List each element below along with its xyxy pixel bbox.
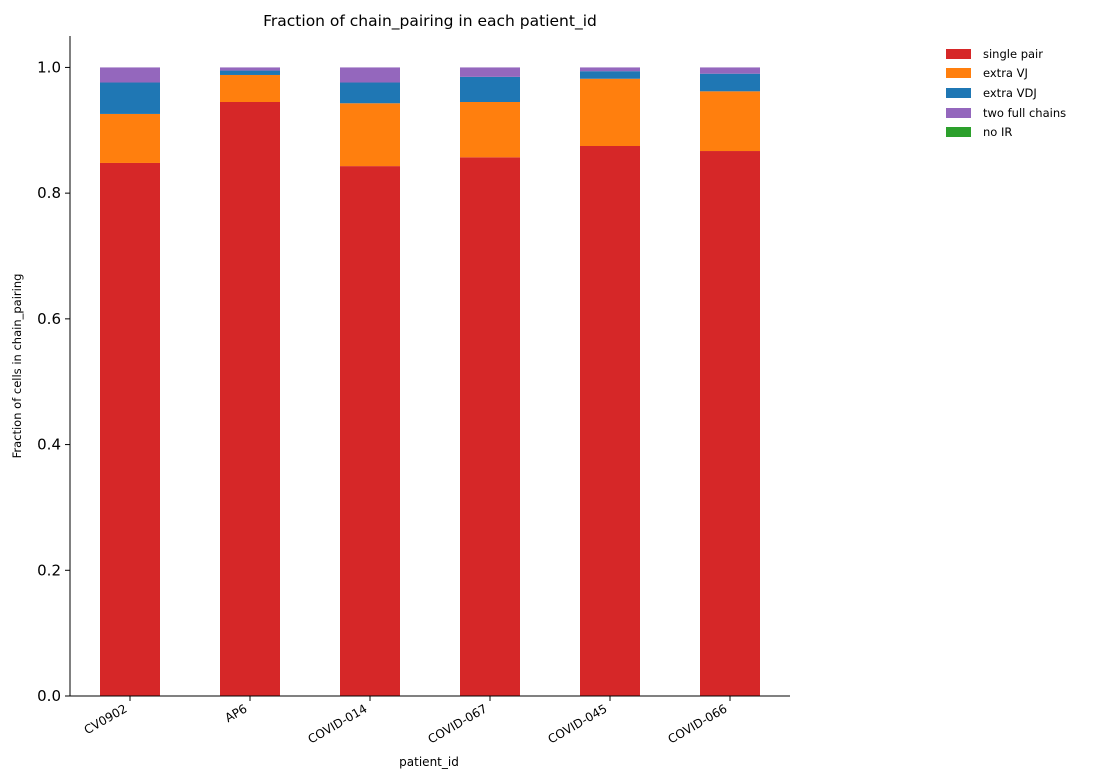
bar-extra-VDJ-AP6	[220, 70, 280, 75]
bar-single-pair-AP6	[220, 102, 280, 696]
legend-swatch	[946, 48, 971, 59]
bar-extra-VDJ-COVID-014	[340, 82, 400, 104]
bar-two-full-chains-CV0902	[100, 67, 160, 83]
bar-single-pair-COVID-045	[580, 146, 640, 696]
bar-extra-VJ-CV0902	[100, 113, 160, 163]
bar-extra-VJ-COVID-045	[580, 78, 640, 146]
x-ticks: CV0902 AP6 COVID-014 COVID-067 COVID-045 COVI…	[82, 696, 731, 747]
legend-item: single pair	[946, 44, 1066, 64]
chart-legend: single pair extra VJ extra VDJ two full cha…	[946, 44, 1066, 142]
bar-single-pair-COVID-067	[460, 157, 520, 697]
bar-extra-VDJ-COVID-067	[460, 76, 520, 102]
bar-extra-VDJ-COVID-045	[580, 71, 640, 79]
bars-group	[100, 67, 760, 697]
bar-extra-VJ-AP6	[220, 74, 280, 102]
x-tick-label: AP6	[223, 701, 250, 725]
bar-single-pair-CV0902	[100, 162, 160, 696]
bar-extra-VJ-COVID-066	[700, 91, 760, 152]
bar-extra-VDJ-CV0902	[100, 82, 160, 114]
legend-item: extra VDJ	[946, 83, 1066, 103]
y-tick-label: 1.0	[37, 58, 61, 76]
y-ticks: 0.0 0.2 0.4 0.6 0.8 1.0	[37, 58, 70, 705]
legend-swatch	[946, 107, 971, 118]
chart-title: Fraction of chain_pairing in each patien…	[263, 12, 597, 31]
x-tick-label: CV0902	[82, 701, 130, 737]
bar-two-full-chains-COVID-045	[580, 67, 640, 72]
legend-swatch	[946, 87, 971, 98]
legend-swatch	[946, 68, 971, 79]
legend-label: extra VDJ	[983, 85, 1037, 100]
legend-label: two full chains	[983, 105, 1067, 120]
bar-single-pair-COVID-014	[340, 166, 400, 697]
x-tick-label: COVID-014	[305, 701, 369, 746]
y-tick-label: 0.0	[37, 687, 61, 705]
legend-item: extra VJ	[946, 64, 1066, 84]
bar-two-full-chains-AP6	[220, 67, 280, 71]
y-tick-label: 0.8	[37, 184, 61, 202]
legend-label: no IR	[983, 125, 1013, 140]
x-axis-label: patient_id	[399, 755, 459, 769]
legend-swatch	[946, 127, 971, 138]
bar-two-full-chains-COVID-066	[700, 67, 760, 74]
y-axis-label: Fraction of cells in chain_pairing	[10, 274, 24, 459]
bar-extra-VJ-COVID-014	[340, 103, 400, 167]
x-tick-label: COVID-067	[425, 701, 489, 746]
x-tick-label: COVID-066	[665, 701, 729, 746]
bar-two-full-chains-COVID-014	[340, 67, 400, 83]
y-tick-label: 0.4	[37, 436, 61, 454]
bar-two-full-chains-COVID-067	[460, 67, 520, 77]
y-tick-label: 0.2	[37, 561, 61, 579]
legend-label: single pair	[983, 46, 1043, 61]
legend-item: two full chains	[946, 103, 1066, 123]
x-tick-label: COVID-045	[545, 701, 609, 746]
bar-extra-VJ-COVID-067	[460, 102, 520, 158]
y-tick-label: 0.6	[37, 310, 61, 328]
legend-item: no IR	[946, 122, 1066, 142]
legend-label: extra VJ	[983, 66, 1028, 81]
bar-single-pair-COVID-066	[700, 151, 760, 696]
bar-extra-VDJ-COVID-066	[700, 73, 760, 92]
